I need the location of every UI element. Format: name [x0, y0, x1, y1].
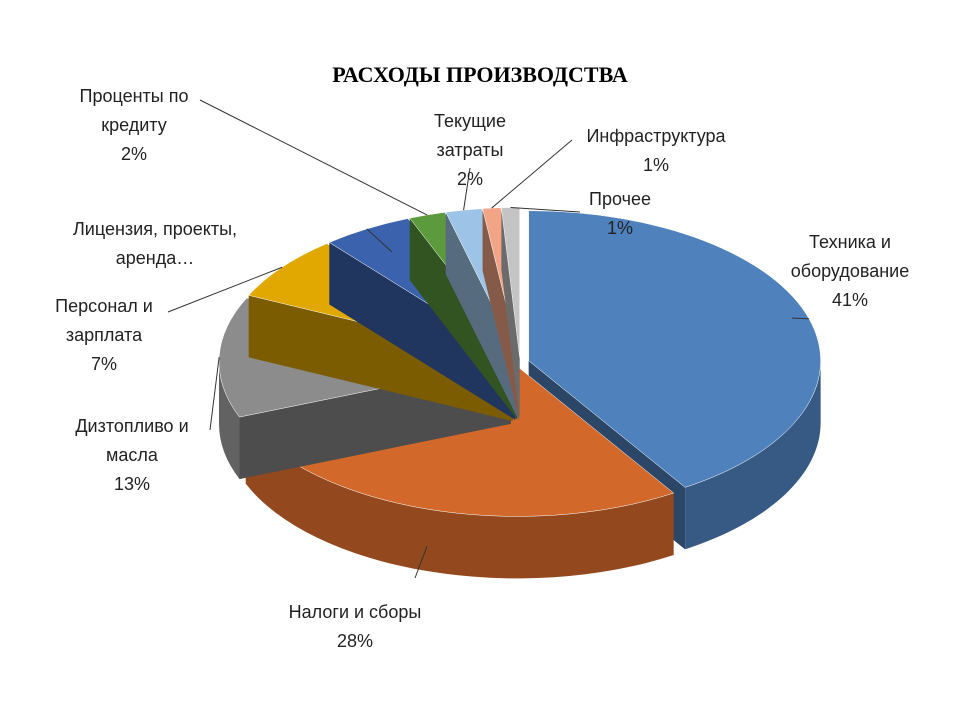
slice-wall: [248, 295, 513, 422]
data-label: Лицензия, проекты, аренда…: [45, 215, 265, 273]
data-label: Техника и оборудование 41%: [770, 228, 930, 315]
leader-line: [366, 228, 393, 253]
chart-title: РАСХОДЫ ПРОИЗВОДСТВА: [332, 62, 628, 87]
data-label: Дизтопливо и масла 13%: [52, 412, 212, 499]
data-label: Текущие затраты 2%: [420, 107, 520, 194]
category-label: Инфраструктура: [586, 126, 726, 146]
leader-line: [463, 167, 471, 211]
slice-wall: [445, 212, 519, 420]
slice-top: [501, 207, 520, 358]
value-label: 28%: [336, 631, 374, 651]
value-label: 2%: [120, 144, 147, 164]
value-label: 13%: [113, 474, 151, 494]
leader-line: [510, 206, 581, 213]
data-label: Персонал и зарплата 7%: [39, 292, 169, 379]
data-label: Проценты по кредиту 2%: [59, 82, 209, 169]
leader-line: [414, 546, 428, 579]
category-label: Персонал и зарплата: [55, 296, 153, 345]
category-label: Дизтопливо и масла: [75, 416, 189, 465]
value-label: 1%: [642, 155, 669, 175]
category-label: Прочее: [589, 189, 651, 209]
data-label: Налоги и сборы 28%: [255, 598, 455, 656]
slice: [501, 207, 520, 420]
leader-line: [791, 317, 810, 320]
leader-line: [209, 357, 220, 431]
slice-wall: [501, 207, 520, 420]
slice-side: [219, 361, 240, 480]
category-label: Лицензия, проекты, аренда…: [72, 219, 238, 268]
category-label: Техника и оборудование: [790, 232, 910, 281]
slice-side: [685, 360, 821, 550]
value-label: 2%: [456, 169, 483, 189]
slice-wall: [482, 208, 520, 420]
slice-side: [245, 421, 674, 579]
category-label: Проценты по кредиту: [79, 86, 189, 135]
data-label: Инфраструктура 1%: [566, 122, 746, 180]
value-label: 7%: [90, 354, 117, 374]
category-label: Налоги и сборы: [288, 602, 422, 622]
leader-line: [167, 266, 283, 313]
data-label: Прочее 1%: [570, 185, 670, 243]
slice-wall: [329, 242, 516, 421]
leader-line: [199, 99, 428, 216]
leader-line: [491, 139, 573, 209]
value-label: 1%: [606, 218, 633, 238]
value-label: 41%: [831, 290, 869, 310]
category-label: Текущие затраты: [434, 111, 506, 160]
slice-wall: [409, 218, 518, 420]
